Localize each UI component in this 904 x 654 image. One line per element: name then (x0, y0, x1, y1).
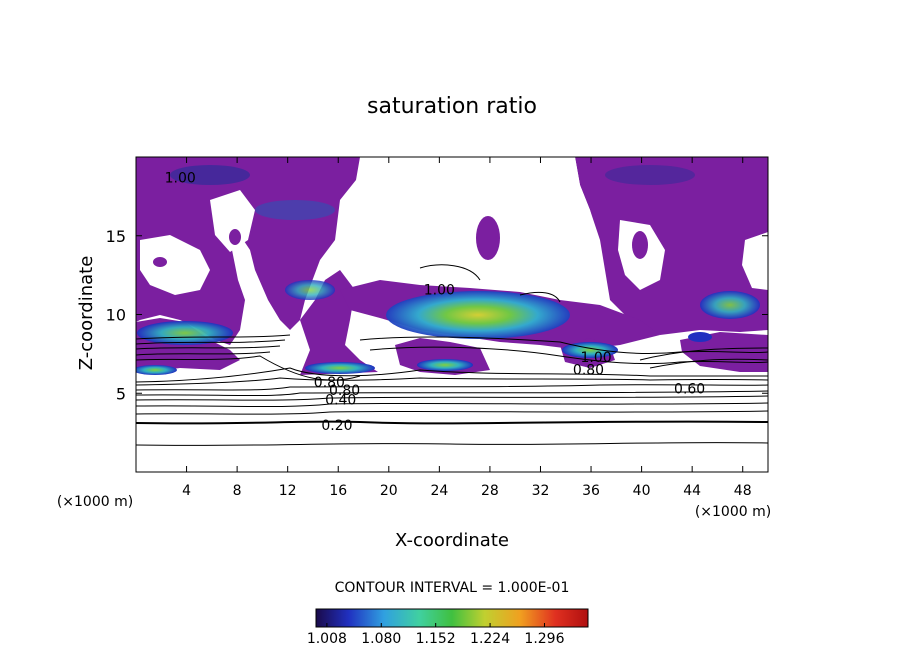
contour-line (136, 351, 271, 356)
cloud-core-lower-center (305, 362, 375, 374)
contour-label: 0.80 (314, 375, 345, 391)
contour-line (136, 345, 281, 350)
contour-label: 0.80 (573, 363, 604, 379)
x-tick-label: 16 (329, 483, 347, 499)
cloud-core-top-center (255, 200, 335, 220)
x-tick-label: 32 (532, 483, 550, 499)
x-tick-label: 44 (683, 483, 701, 499)
cloud-intensity (136, 165, 760, 375)
x-tick-label: 48 (734, 483, 752, 499)
contour-line (136, 442, 768, 446)
y-axis-label: Z-coordinate (76, 256, 97, 371)
hole-left-pocket (210, 190, 255, 252)
x-axis: 4 8 12 16 20 24 28 32 36 40 44 48 (182, 157, 752, 499)
colorbar (315, 608, 589, 628)
contour-label: 0.20 (321, 418, 352, 434)
contour-line (519, 291, 561, 303)
x-tick-label: 20 (380, 483, 398, 499)
x-unit-left: (×1000 m) (57, 494, 133, 510)
cloud-core-upper-right (700, 291, 760, 319)
y-tick-label: 5 (116, 384, 126, 403)
contour-line (136, 339, 286, 345)
x-tick-label: 28 (481, 483, 499, 499)
colorbar-tick-label: 1.296 (524, 631, 564, 647)
cloud-core-top-right (605, 165, 695, 185)
contour-line (136, 410, 768, 415)
contour-line (136, 390, 768, 397)
x-tick-label: 24 (430, 483, 448, 499)
cloud-core-lower-left (136, 365, 177, 375)
colorbar-tick-label: 1.152 (416, 631, 456, 647)
speckle (153, 257, 167, 267)
contour-line (136, 355, 361, 381)
contour-line (369, 346, 768, 365)
x-tick-label: 8 (233, 483, 242, 499)
contour-label: 0.60 (674, 382, 705, 398)
cloud-core-center (386, 291, 570, 339)
contour-line (419, 264, 481, 281)
speckle (476, 216, 500, 260)
cloud-core-mid (417, 359, 473, 371)
colorbar-ticks: 1.008 1.080 1.152 1.224 1.296 (307, 623, 565, 647)
contour-line (136, 420, 768, 425)
contour-label: 1.00 (581, 350, 612, 366)
contour-label: 0.40 (325, 393, 356, 409)
purple-right-column (575, 157, 768, 335)
colorbar-tick-label: 1.008 (307, 631, 347, 647)
x-tick-label: 4 (182, 483, 191, 499)
contour-line (136, 395, 768, 401)
x-tick-label: 36 (582, 483, 600, 499)
x-axis-label: X-coordinate (395, 530, 509, 551)
plot-field (136, 157, 768, 472)
x-tick-label: 12 (279, 483, 297, 499)
cloud-core-top-left (170, 165, 250, 185)
x-tick-label: 40 (633, 483, 651, 499)
contour-label-layer: 0.200.400.600.800.801.001.001.000.80 (165, 170, 706, 433)
cloud-core-far-right (688, 332, 712, 342)
y-axis: 5 10 15 (106, 227, 768, 403)
contour-line (136, 367, 768, 383)
purple-speckles (153, 216, 648, 267)
colorbar-tick-label: 1.224 (470, 631, 510, 647)
cloud-core-left (137, 321, 233, 345)
speckle (229, 229, 241, 245)
contour-label: 0.80 (329, 383, 360, 399)
contour-lines (136, 264, 768, 446)
contour-interval-text: CONTOUR INTERVAL = 1.000E-01 (335, 580, 570, 596)
chart-title: saturation ratio (367, 94, 537, 119)
contour-line (649, 358, 768, 369)
y-tick-label: 10 (106, 306, 126, 325)
contour-line (136, 377, 768, 386)
contour-label: 1.00 (165, 170, 196, 186)
cloud-core-upper-center (285, 280, 335, 300)
contour-line (136, 334, 291, 340)
contour-label: 1.00 (424, 282, 455, 298)
hole-left-upper (140, 235, 210, 295)
x-unit-right: (×1000 m) (695, 504, 771, 520)
speckle (632, 231, 648, 259)
contour-line (136, 384, 768, 391)
contour-line (359, 336, 768, 355)
contour-line (136, 402, 768, 408)
colorbar-tick-label: 1.080 (361, 631, 401, 647)
contour-line (639, 347, 768, 361)
hole-right-edge (742, 232, 768, 290)
y-tick-label: 15 (106, 227, 126, 246)
